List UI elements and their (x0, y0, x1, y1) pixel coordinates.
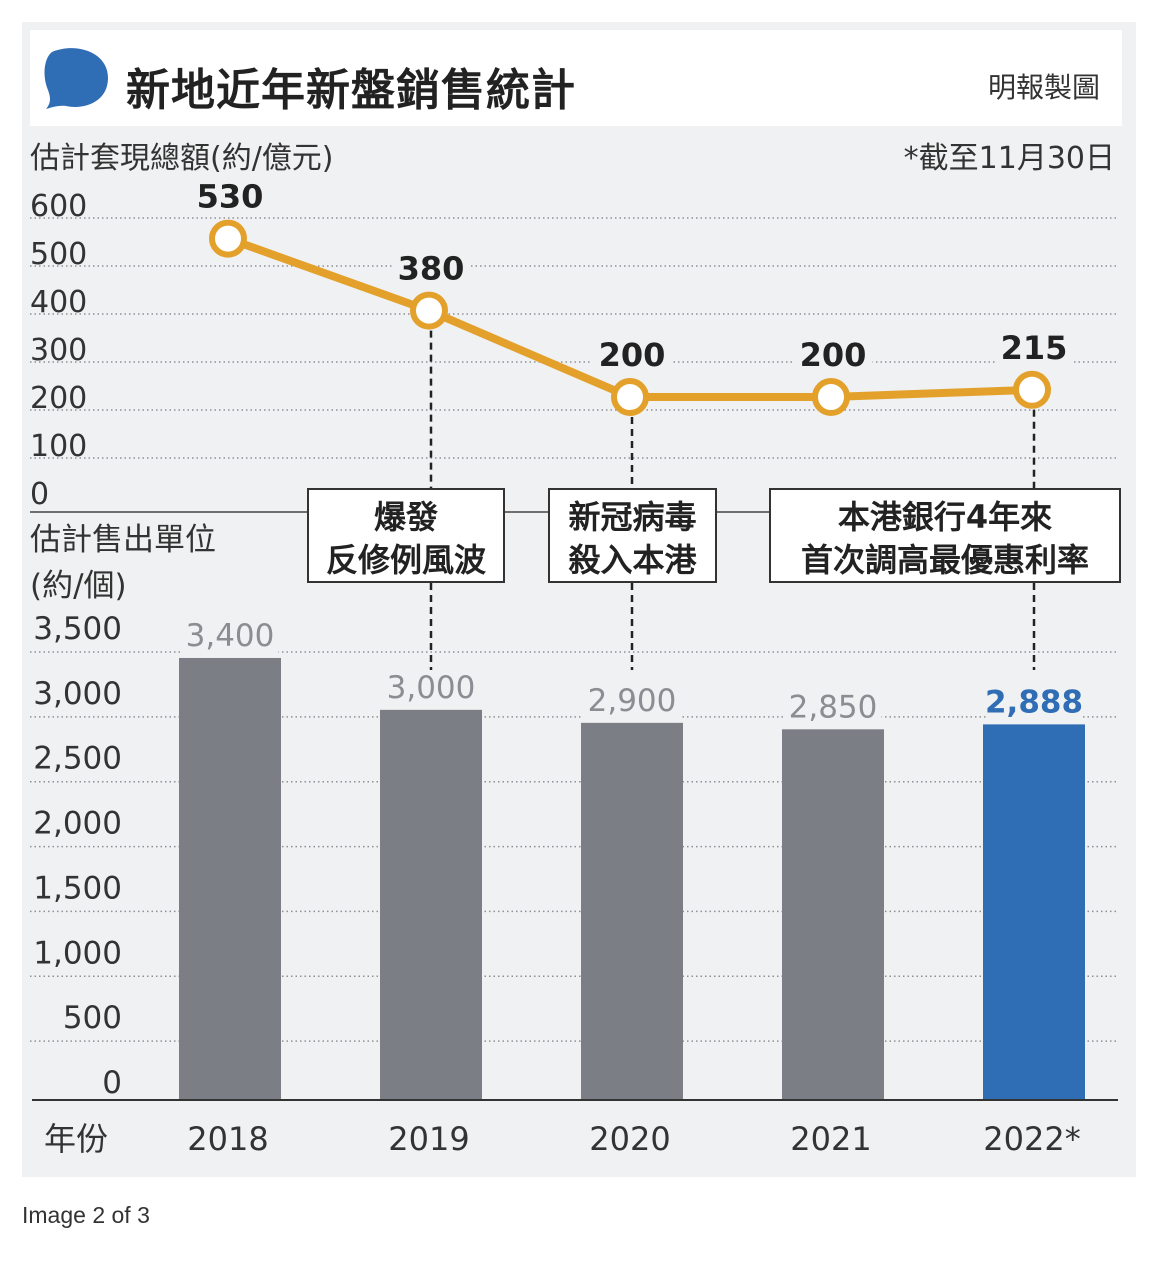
bar-chart-ylabel: 估計售出單位 (30, 522, 216, 558)
annotation-box (307, 488, 505, 583)
line-point (209, 219, 247, 258)
bar-ytick-label: 500 (63, 1000, 122, 1036)
bar-value-label-bg (985, 685, 1083, 720)
line-point (410, 291, 448, 330)
line-chart: 0 100 200 300 400 500 600 530 380 200 200 215 爆發反修例風… (30, 177, 1121, 670)
line-ytick-label: 600 (30, 189, 87, 224)
image-caption: Image 2 of 3 (22, 1202, 150, 1228)
annotation-text: 新冠病毒 (568, 498, 696, 536)
bar (380, 709, 482, 1099)
bar-category-label: 2018 (187, 1120, 268, 1158)
bar (782, 729, 884, 1099)
line-ytick-label: 0 (30, 477, 49, 512)
bar-category-label: 2021 (790, 1120, 871, 1158)
line-chart-ylabel: 估計套現總額(約/億元) (30, 141, 334, 176)
bar-ytick-label: 2,500 (33, 741, 122, 777)
bar (581, 722, 683, 1099)
annotation-text: 爆發 (374, 498, 438, 536)
line-value-label: 215 (1001, 329, 1068, 367)
bar-value-label-bg (181, 618, 279, 653)
line-value-label: 200 (800, 336, 867, 374)
line-value-label-bg (391, 249, 471, 288)
bar-value-label-bg (784, 690, 882, 725)
bar-value-label-bg (382, 670, 480, 705)
bar-ytick-label: 1,500 (33, 870, 122, 906)
bar-ytick-label: 2,000 (33, 806, 122, 842)
line-value-label-bg (592, 336, 672, 374)
line-value-label-bg (994, 328, 1074, 367)
line-value-label-bg (190, 177, 270, 216)
annotation-box (769, 488, 1121, 583)
bar-category-label: 2022* (983, 1120, 1080, 1158)
annotation-box (548, 488, 717, 583)
line-value-label: 530 (197, 178, 264, 216)
line-ytick-label: 400 (30, 285, 87, 320)
bar-value-label: 2,888 (985, 684, 1083, 720)
data-cutoff-note: *截至11月30日 (904, 141, 1115, 176)
bar-value-label: 2,900 (588, 683, 677, 719)
bar-value-label: 3,000 (387, 670, 476, 706)
bar (983, 724, 1085, 1099)
bar-xlabel: 年份 (44, 1120, 108, 1158)
line-value-label: 200 (599, 336, 666, 374)
bar-chart: 估計售出單位 (約/個) 0 500 1,000 1,500 2,000 2,500 3,000… (30, 522, 1118, 1158)
line-point (812, 378, 850, 416)
source-credit: 明報製圖 (987, 71, 1100, 104)
line-ytick-label: 500 (30, 237, 87, 272)
line-ytick-label: 200 (30, 381, 87, 416)
title-bar: 新地近年新盤銷售統計 明報製圖 (30, 30, 1122, 126)
annotation-text: 殺入本港 (568, 541, 697, 579)
bar-ytick-label: 3,500 (33, 611, 122, 647)
bar-ytick-label: 1,000 (33, 935, 122, 971)
line-ytick-label: 300 (30, 333, 87, 368)
bar-value-label: 2,850 (789, 689, 878, 725)
line-value-label: 380 (398, 250, 465, 288)
chart-title: 新地近年新盤銷售統計 (126, 65, 576, 116)
annotation-text: 反修例風波 (326, 541, 486, 579)
bar-category-label: 2020 (589, 1120, 670, 1158)
bar-ytick-label: 0 (102, 1065, 122, 1101)
speech-bubble-icon (44, 48, 108, 109)
line-ytick-label: 100 (30, 429, 87, 464)
bar-chart-ylabel: (約/個) (30, 568, 127, 604)
bar-ytick-label: 3,000 (33, 676, 122, 712)
bar-value-label: 3,400 (186, 618, 275, 654)
line-point (1013, 370, 1051, 409)
annotation-text: 首次調高最優惠利率 (801, 541, 1089, 579)
bar-value-label-bg (583, 683, 681, 718)
bar-category-label: 2019 (388, 1120, 469, 1158)
annotation-text: 本港銀行4年來 (838, 498, 1052, 536)
bar (179, 657, 281, 1099)
line-point (611, 378, 649, 416)
line-value-label-bg (793, 336, 873, 374)
